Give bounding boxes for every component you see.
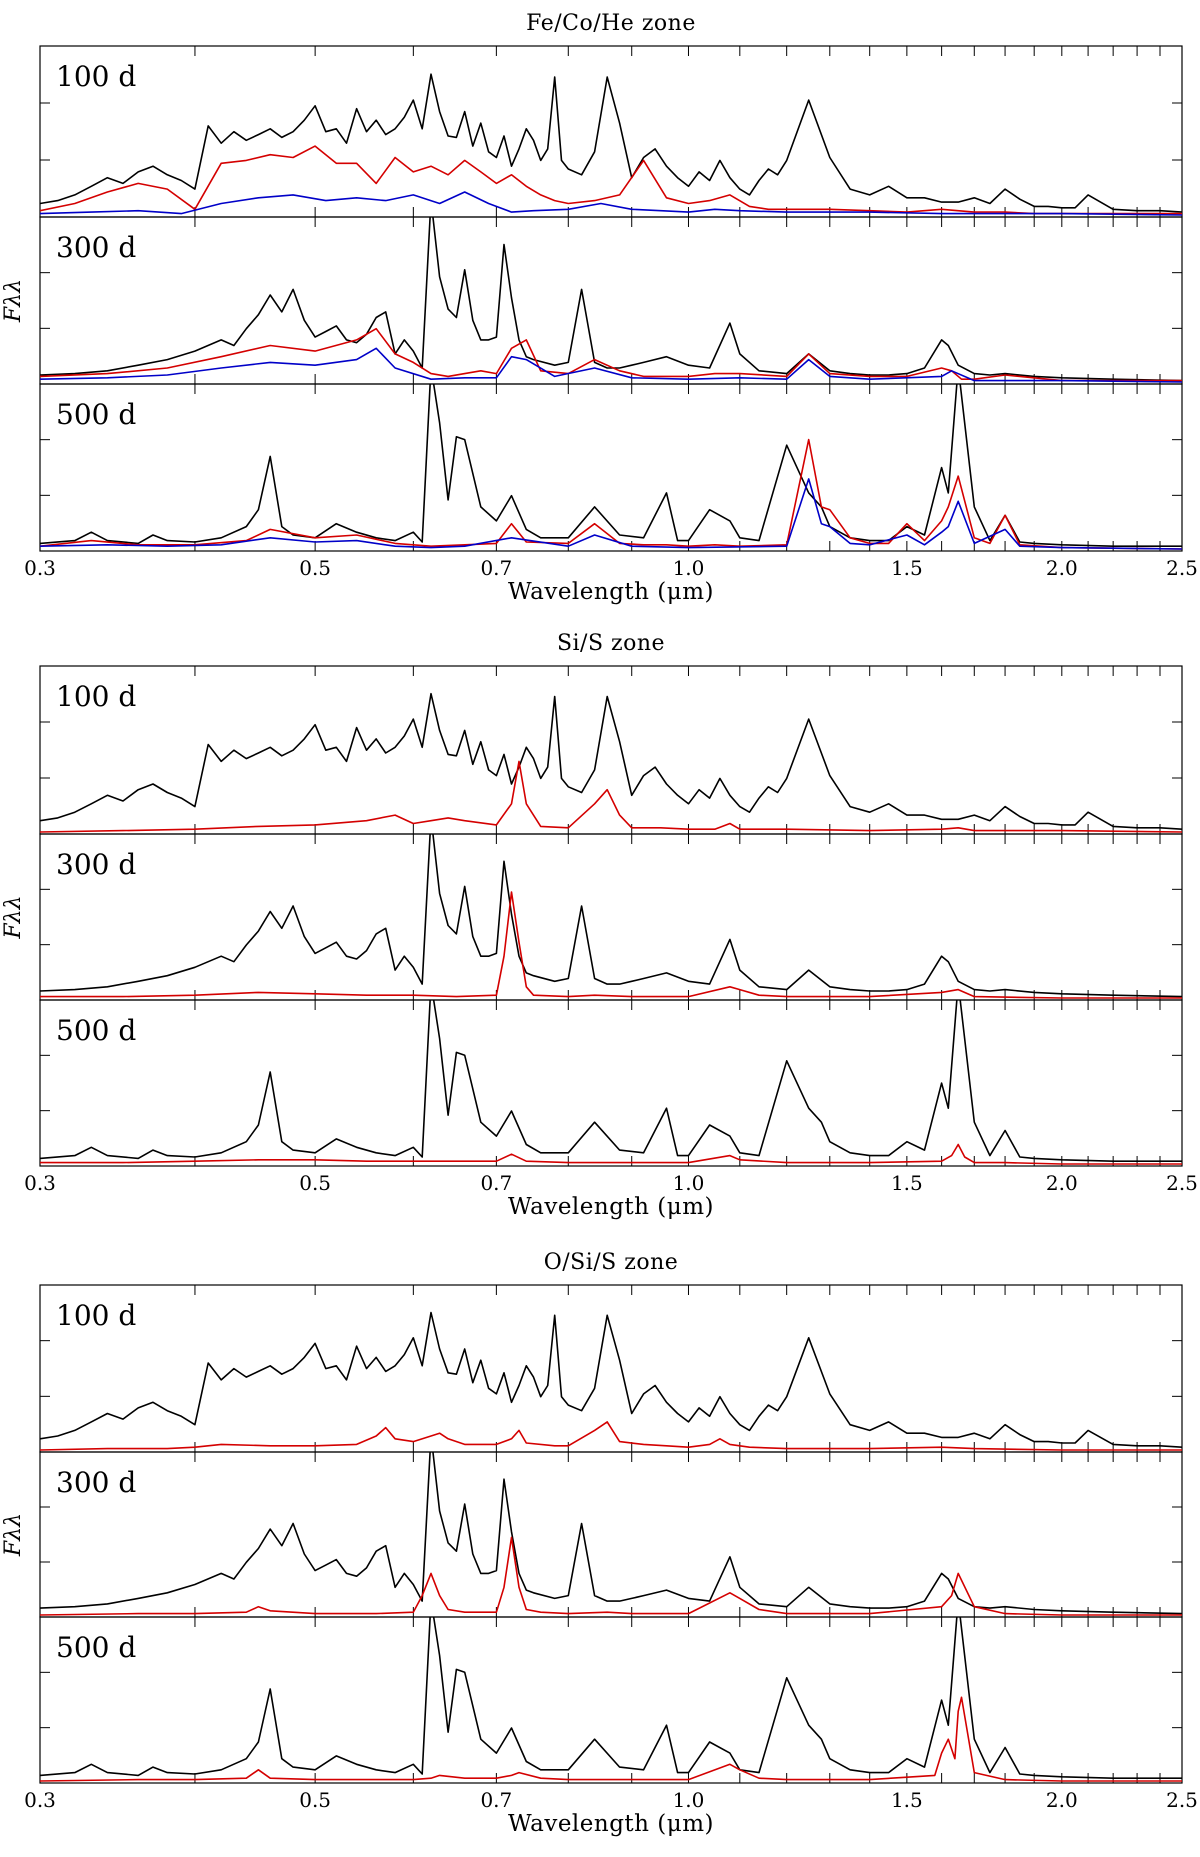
spectrum-blue-line (40, 191, 1182, 216)
x-tick-label: 2.0 (1046, 1171, 1078, 1195)
epoch-label: 300 d (56, 848, 136, 881)
epoch-label: 300 d (56, 1466, 136, 1499)
x-tick-label: 0.7 (480, 1171, 512, 1195)
panel-100d: 100 d (39, 1284, 1183, 1453)
y-axis-label: Fλλ (1, 895, 26, 939)
panel-frame (39, 999, 1183, 1167)
x-tick-label: 2.0 (1046, 1788, 1078, 1812)
chart-group-3: O/Si/S zone 100 d 300 d 500 d Fλλ 0.3 0.5 0.7 1.… (1, 1250, 1198, 1837)
x-tick-label: 0.5 (299, 1171, 331, 1195)
x-tick-label: 0.7 (480, 1788, 512, 1812)
epoch-label: 500 d (56, 1631, 136, 1664)
figure-charts: Fe/Co/He zone 100 d 300 d 500 d Fλλ 0.3 0.5 0.7… (1, 11, 1198, 1837)
spectra (40, 1617, 1182, 1782)
spectrum-red-line (40, 1143, 1182, 1165)
panel-frame (39, 1451, 1183, 1618)
spectra (40, 834, 1182, 999)
chart-group-1: Fe/Co/He zone 100 d 300 d 500 d Fλλ 0.3 0.5 0.7… (1, 11, 1198, 605)
panel-500d: 500 d (39, 999, 1183, 1167)
spectrum-red-line (40, 1696, 1182, 1782)
spectrum-blue-line (40, 347, 1182, 383)
panel-300d: 300 d (39, 1451, 1183, 1618)
epoch-label: 500 d (56, 398, 136, 431)
spectra (40, 217, 1182, 383)
epoch-label: 100 d (56, 1299, 136, 1332)
x-tick-label: 0.7 (480, 556, 512, 580)
panel-frame (39, 45, 1183, 218)
panel-100d: 100 d (39, 45, 1183, 218)
spectrum-red-line (40, 1421, 1182, 1451)
y-axis-label: Fλλ (1, 1513, 26, 1557)
spectra (40, 692, 1182, 833)
spectrum-red-line (40, 438, 1182, 550)
panel-500d: 500 d (39, 383, 1183, 552)
panel-frame (39, 833, 1183, 1001)
x-tick-label: 2.5 (1166, 556, 1198, 580)
panel-frame (39, 1616, 1183, 1784)
spectrum-total-line (40, 1000, 1182, 1162)
spectrum-red-line (40, 327, 1182, 382)
x-tick-label: 1.0 (673, 1788, 705, 1812)
x-tick-label: 2.5 (1166, 1171, 1198, 1195)
panel-100d: 100 d (39, 665, 1183, 835)
spectrum-total-line (40, 1311, 1182, 1448)
x-tick-label: 1.5 (891, 1788, 923, 1812)
spectrum-red-line (40, 1536, 1182, 1616)
spectra (40, 1311, 1182, 1451)
chart-title: Si/S zone (557, 631, 665, 656)
epoch-label: 500 d (56, 1014, 136, 1047)
x-tick-label: 0.5 (299, 556, 331, 580)
epoch-label: 300 d (56, 231, 136, 264)
spectrum-red-line (40, 760, 1182, 833)
spectra (40, 384, 1182, 550)
x-axis-label: Wavelength (μm) (508, 1194, 714, 1220)
spectrum-total-line (40, 1452, 1182, 1615)
panel-300d: 300 d (39, 216, 1183, 385)
chart-title: Fe/Co/He zone (526, 11, 696, 36)
x-axis-label: Wavelength (μm) (508, 579, 714, 605)
spectrum-total-line (40, 1617, 1182, 1779)
spectrum-total-line (40, 384, 1182, 548)
x-tick-label: 0.3 (24, 1788, 56, 1812)
chart-title: O/Si/S zone (544, 1250, 679, 1275)
x-tick-label: 1.5 (891, 556, 923, 580)
spectrum-red-line (40, 891, 1182, 999)
spectra (40, 1452, 1182, 1616)
spectrum-blue-line (40, 478, 1182, 550)
epoch-label: 100 d (56, 680, 136, 713)
spectrum-total-line (40, 73, 1182, 213)
x-tick-label: 1.0 (673, 1171, 705, 1195)
epoch-label: 100 d (56, 60, 136, 93)
panel-500d: 500 d (39, 1616, 1183, 1784)
x-tick-label: 0.3 (24, 556, 56, 580)
spectra (40, 1000, 1182, 1165)
x-tick-label: 0.5 (299, 1788, 331, 1812)
x-tick-label: 1.0 (673, 556, 705, 580)
x-tick-label: 1.5 (891, 1171, 923, 1195)
spectrum-total-line (40, 692, 1182, 830)
x-axis-label: Wavelength (μm) (508, 1811, 714, 1837)
spectrum-total-line (40, 834, 1182, 998)
x-tick-label: 0.3 (24, 1171, 56, 1195)
x-tick-label: 2.5 (1166, 1788, 1198, 1812)
panel-frame (39, 383, 1183, 552)
spectra (40, 73, 1182, 216)
panel-frame (39, 665, 1183, 835)
chart-group-2: Si/S zone 100 d 300 d 500 d Fλλ 0.3 0.5 0.7 1.0 1… (1, 631, 1198, 1220)
spectrum-red-line (40, 145, 1182, 215)
x-tick-label: 2.0 (1046, 556, 1078, 580)
y-axis-label: Fλλ (1, 279, 26, 323)
panel-300d: 300 d (39, 833, 1183, 1001)
spectrum-total-line (40, 217, 1182, 382)
